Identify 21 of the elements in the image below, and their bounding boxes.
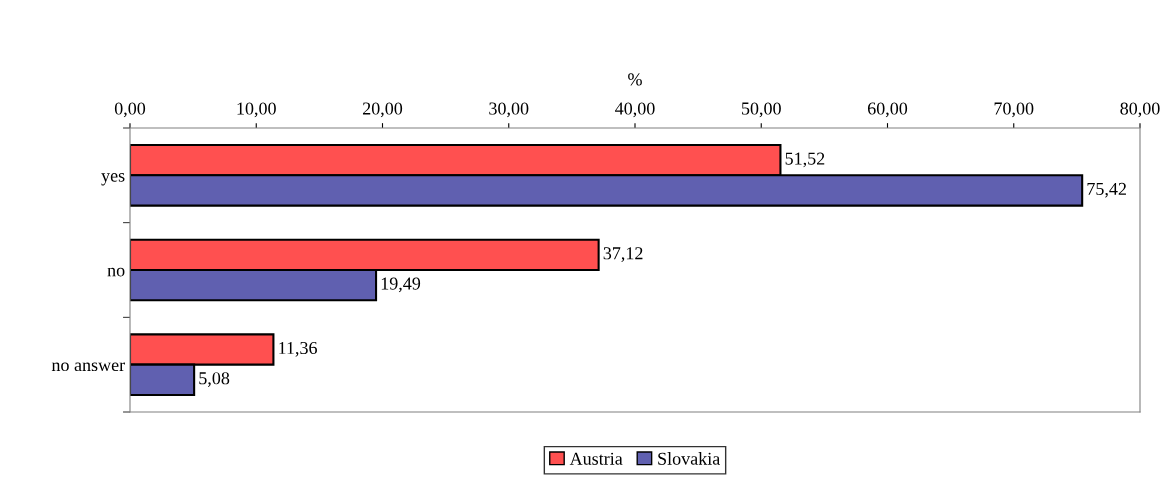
x-tick-label: 70,00: [994, 102, 1034, 118]
legend-label: Austria: [569, 452, 623, 465]
y-tick-label: yes: [101, 173, 125, 186]
data-label: 11,36: [279, 341, 317, 357]
y-tick-label: no answer: [51, 362, 125, 372]
x-tick-label: 30,00: [489, 102, 529, 118]
x-tick-label: 10,00: [237, 102, 276, 118]
x-tick-label: 40,00: [615, 102, 655, 118]
x-tick-label: 20,00: [362, 102, 403, 118]
x-tick-label: 60,00: [867, 102, 908, 118]
data-label: 19,49: [381, 277, 421, 293]
x-tick-label: 50,00: [741, 102, 781, 118]
data-label: 5,08: [199, 372, 230, 387]
x-axis-title: %: [628, 73, 642, 86]
x-tick-label: 0,00: [114, 102, 146, 118]
y-tick-label: no: [107, 267, 125, 277]
legend-label: Slovakia: [658, 452, 721, 465]
data-label: 51,52: [785, 152, 825, 168]
data-label: 37,12: [603, 247, 643, 262]
data-label: 75,42: [1087, 182, 1126, 198]
x-tick-label: 80,00: [1120, 102, 1160, 118]
